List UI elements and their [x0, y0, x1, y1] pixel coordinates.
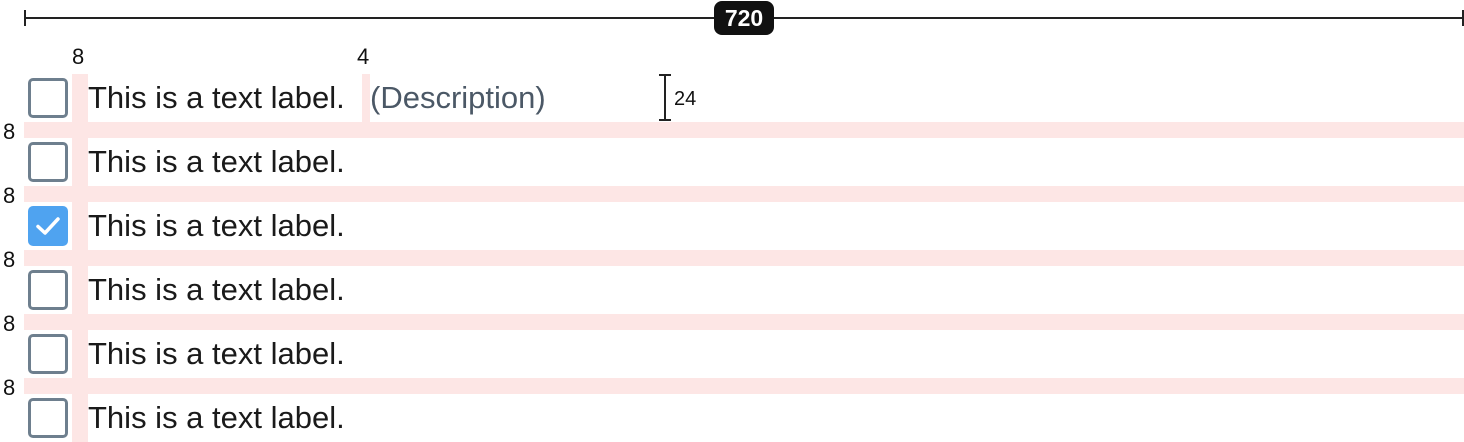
row-gap-label: 8: [3, 247, 16, 272]
row-gap-label: 8: [3, 375, 16, 400]
checkbox-row[interactable]: This is a text label.: [24, 202, 1464, 250]
description-gap-overlay: [362, 74, 370, 122]
checkbox-unchecked[interactable]: [28, 270, 68, 310]
row-height-marker-bottom: [659, 119, 671, 121]
row-height-marker: [664, 75, 666, 121]
icon-gap-label: 8: [72, 44, 85, 69]
row-height-label: 24: [674, 88, 697, 110]
checkbox-row[interactable]: This is a text label.: [24, 266, 1464, 314]
checkbox-description: (Description): [370, 80, 546, 115]
checkbox-checked[interactable]: [28, 206, 68, 246]
row-height-marker-top: [659, 74, 671, 76]
width-ruler-start-tick: [24, 10, 26, 26]
row-gap-label: 8: [3, 183, 16, 208]
checkbox-row[interactable]: This is a text label.: [24, 138, 1464, 186]
row-gap-overlay: [24, 122, 1464, 138]
checkbox-row[interactable]: This is a text label.: [24, 330, 1464, 378]
checkbox-unchecked[interactable]: [28, 334, 68, 374]
row-gap-label: 8: [3, 119, 16, 144]
checkbox-row[interactable]: This is a text label.: [24, 394, 1464, 442]
checkbox-label: This is a text label.: [88, 144, 345, 179]
row-gap-overlay: [24, 314, 1464, 330]
checkbox-label: This is a text label.: [88, 400, 345, 435]
description-gap-label: 4: [357, 44, 370, 69]
row-gap-overlay: [24, 250, 1464, 266]
checkbox-unchecked[interactable]: [28, 142, 68, 182]
width-ruler-end-tick: [1462, 10, 1464, 26]
checkbox-unchecked[interactable]: [28, 78, 68, 118]
checkmark-icon: [36, 217, 60, 235]
row-gap-label: 8: [3, 311, 16, 336]
checkbox-unchecked[interactable]: [28, 398, 68, 438]
row-gap-overlay: [24, 378, 1464, 394]
checkbox-label: This is a text label.: [88, 272, 345, 307]
checkbox-label: This is a text label.: [88, 336, 345, 371]
checkbox-label: This is a text label.: [88, 80, 345, 115]
checkbox-row[interactable]: This is a text label. (Description): [24, 74, 1464, 122]
row-gap-overlay: [24, 186, 1464, 202]
checkbox-label: This is a text label.: [88, 208, 345, 243]
width-label-badge: 720: [714, 1, 774, 35]
